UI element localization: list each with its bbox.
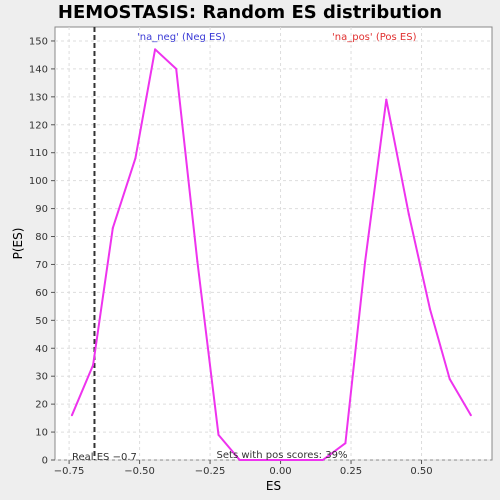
- y-tick-label: 30: [35, 372, 48, 383]
- x-tick-label: 0.00: [269, 466, 291, 477]
- y-tick-label: 80: [35, 232, 48, 243]
- plot-area: [54, 26, 493, 461]
- data-point: [279, 459, 282, 461]
- data-point: [364, 260, 367, 263]
- axis-ticks: 0 10 20 30 40 50 60 70 80 90 100 110 120 130 140 150 −0.…: [29, 36, 433, 477]
- data-point: [448, 377, 451, 380]
- data-point: [407, 213, 410, 216]
- chart-title: HEMOSTASIS: Random ES distribution: [58, 2, 442, 23]
- data-point: [428, 308, 431, 311]
- data-point: [299, 459, 302, 461]
- y-tick-label: 10: [35, 428, 48, 439]
- y-tick-label: 40: [35, 344, 48, 355]
- data-point: [385, 98, 388, 101]
- x-tick-label: −0.50: [124, 466, 155, 477]
- x-tick-label: −0.75: [54, 466, 85, 477]
- y-tick-label: 150: [29, 36, 48, 47]
- y-tick-label: 140: [29, 64, 48, 75]
- y-tick-label: 60: [35, 288, 48, 299]
- real-es-label: Real ES −0.7: [72, 452, 137, 463]
- grid: [55, 27, 492, 461]
- x-tick-label: 0.50: [410, 466, 432, 477]
- y-tick-label: 50: [35, 316, 48, 327]
- data-point: [217, 433, 220, 436]
- x-tick-label: −0.25: [195, 466, 226, 477]
- y-tick-label: 0: [42, 456, 48, 467]
- data-point: [175, 67, 178, 70]
- y-tick-label: 100: [29, 176, 48, 187]
- data-point: [238, 459, 241, 461]
- data-point: [134, 157, 137, 160]
- series-group: [70, 48, 472, 461]
- y-tick-label: 120: [29, 120, 48, 131]
- data-point: [111, 227, 114, 230]
- y-tick-label: 20: [35, 400, 48, 411]
- data-point: [196, 260, 199, 263]
- data-point: [259, 459, 262, 461]
- y-tick-label: 130: [29, 92, 48, 103]
- es-distribution-line: [70, 48, 472, 461]
- legend-pos: 'na_pos' (Pos ES): [332, 32, 417, 43]
- pos-scores-annotation: Sets with pos scores: 39%: [217, 450, 348, 461]
- data-point: [321, 459, 324, 461]
- y-tick-label: 70: [35, 260, 48, 271]
- y-tick-label: 110: [29, 148, 48, 159]
- data-point: [92, 364, 95, 367]
- x-tick-label: 0.25: [340, 466, 362, 477]
- y-tick-label: 90: [35, 204, 48, 215]
- data-point: [469, 414, 472, 417]
- data-point: [344, 442, 347, 445]
- legend-neg: 'na_neg' (Neg ES): [137, 32, 226, 43]
- y-axis-label: P(ES): [11, 228, 25, 260]
- data-point: [70, 414, 73, 417]
- data-point: [154, 48, 157, 51]
- x-axis-label: ES: [266, 479, 281, 493]
